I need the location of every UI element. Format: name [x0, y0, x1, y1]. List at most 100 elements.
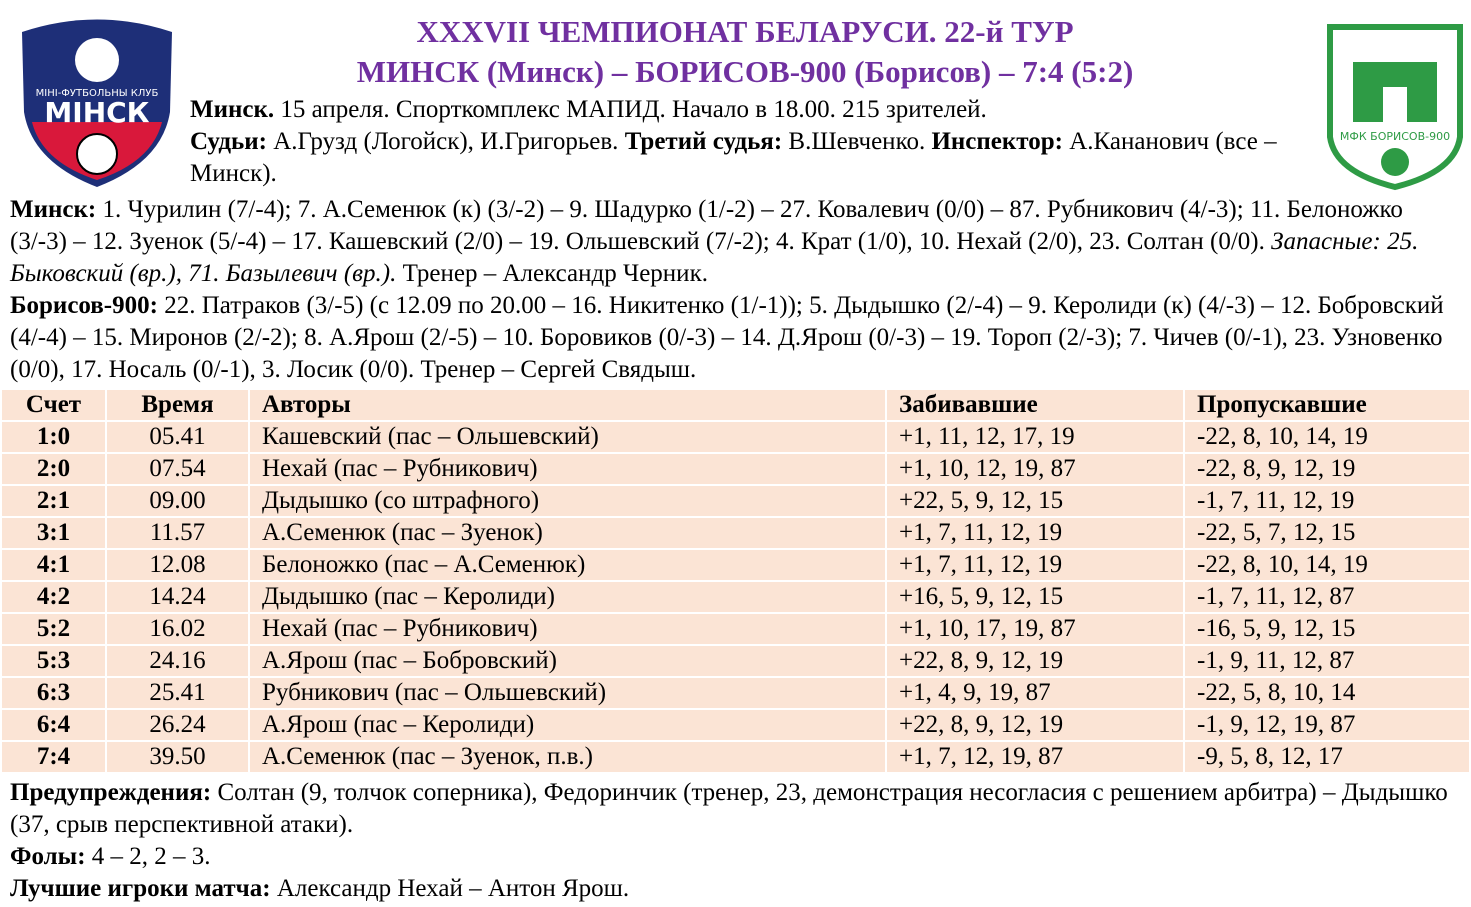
- players: 22. Патраков (3/-5) (с 12.09 по 20.00 – …: [10, 292, 1444, 383]
- goal-row: 6:3 25.41 Рубникович (пас – Ольшевский) +1,…: [0, 676, 1471, 710]
- goal-row: 4:2 14.24 Дыдышко (пас – Керолиди) +16, 5, …: [0, 580, 1471, 614]
- scorer: Дыдышко (пас – Керолиди): [248, 580, 887, 614]
- scorer: Рубникович (пас – Ольшевский): [248, 676, 887, 710]
- scorer: Кашевский (пас – Ольшевский): [248, 420, 887, 454]
- ball: [1381, 148, 1409, 176]
- text: А.Грузд (Логойск), И.Григорьев.: [273, 128, 619, 155]
- scorer: А.Семенюк (пас – Зуенок): [248, 516, 887, 550]
- goals-table: Счет Время Авторы Забивавшие Пропускавшие 1:…: [0, 388, 1471, 774]
- on-court-conceding: -22, 5, 8, 10, 14: [1183, 676, 1471, 710]
- score: 4:1: [0, 548, 107, 582]
- on-court-conceding: -22, 5, 7, 12, 15: [1183, 516, 1471, 550]
- column-header: Пропускавшие: [1183, 388, 1471, 422]
- time: 14.24: [105, 580, 250, 614]
- goal-row: 3:1 11.57 А.Семенюк (пас – Зуенок) +1, 7, 1…: [0, 516, 1471, 550]
- lineups: Минск: 1. Чурилин (7/-4); 7. А.Семенюк (…: [10, 194, 1465, 386]
- time: 12.08: [105, 548, 250, 582]
- on-court-scoring: +1, 7, 12, 19, 87: [885, 740, 1185, 774]
- title: XXXVII ЧЕМПИОНАТ БЕЛАРУСИ. 22-й ТУР: [416, 14, 1074, 49]
- on-court-scoring: +22, 8, 9, 12, 19: [885, 708, 1185, 742]
- text: В.Шевченко.: [788, 128, 926, 155]
- scorer: Дыдышко (со штрафного): [248, 484, 887, 518]
- scorer: А.Семенюк (пас – Зуенок, п.в.): [248, 740, 887, 774]
- footer: Предупреждения: Солтан (9, толчок соперн…: [10, 777, 1465, 905]
- column-header: Авторы: [248, 388, 887, 422]
- scorer: Белоножко (пас – А.Семенюк): [248, 548, 887, 582]
- goal-row: 5:3 24.16 А.Ярош (пас – Бобровский) +22, 8,…: [0, 644, 1471, 678]
- ball: [76, 133, 118, 175]
- fouls: Фолы: 4 – 2, 2 – 3.: [10, 841, 1465, 873]
- on-court-scoring: +16, 5, 9, 12, 15: [885, 580, 1185, 614]
- best-players: Лучшие игроки матча: Александр Нехай – А…: [10, 873, 1465, 905]
- goal-row: 1:0 05.41 Кашевский (пас – Ольшевский) +1, …: [0, 420, 1471, 454]
- goal-row: 2:0 07.54 Нехай (пас – Рубникович) +1, 10, …: [0, 452, 1471, 486]
- time: 24.16: [105, 644, 250, 678]
- score: 5:3: [0, 644, 107, 678]
- on-court-scoring: +1, 7, 11, 12, 19: [885, 516, 1185, 550]
- on-court-scoring: +22, 8, 9, 12, 19: [885, 644, 1185, 678]
- label: Лучшие игроки матча:: [10, 875, 271, 902]
- minsk-logo: МІНІ-ФУТБОЛЬНЫ КЛУБ МІНСК: [22, 19, 172, 187]
- on-court-conceding: -1, 9, 12, 19, 87: [1183, 708, 1471, 742]
- time: 05.41: [105, 420, 250, 454]
- time: 26.24: [105, 708, 250, 742]
- goal-row: 7:4 39.50 А.Семенюк (пас – Зуенок, п.в.) +1…: [0, 740, 1471, 774]
- logo-text: МІНІ-ФУТБОЛЬНЫ КЛУБ: [36, 88, 159, 99]
- on-court-conceding: -1, 7, 11, 12, 87: [1183, 580, 1471, 614]
- on-court-scoring: +22, 5, 9, 12, 15: [885, 484, 1185, 518]
- text: Александр Нехай – Антон Ярош.: [276, 875, 630, 902]
- text: 4 – 2, 2 – 3.: [91, 843, 211, 870]
- on-court-scoring: +1, 10, 12, 19, 87: [885, 452, 1185, 486]
- officials-line: Судьи: А.Грузд (Логойск), И.Григорьев. Т…: [190, 126, 1310, 190]
- on-court-scoring: +1, 4, 9, 19, 87: [885, 676, 1185, 710]
- score: 6:4: [0, 708, 107, 742]
- goal-row: 2:1 09.00 Дыдышко (со штрафного) +22, 5, 9,…: [0, 484, 1471, 518]
- goal-row: 6:4 26.24 А.Ярош (пас – Керолиди) +22, 8, 9…: [0, 708, 1471, 742]
- label: Минск:: [10, 196, 97, 223]
- on-court-scoring: +1, 10, 17, 19, 87: [885, 612, 1185, 646]
- match-info: Минск. 15 апреля. Спорткомплекс МАПИД. Н…: [190, 94, 1310, 190]
- label: Инспектор:: [931, 128, 1063, 155]
- column-header: Время: [105, 388, 250, 422]
- on-court-conceding: -22, 8, 10, 14, 19: [1183, 420, 1471, 454]
- score: 7:4: [0, 740, 107, 774]
- time: 25.41: [105, 676, 250, 710]
- text: Солтан (9, толчок соперника), Федоринчик…: [10, 779, 1448, 838]
- label: Минск.: [190, 96, 275, 123]
- label: Фолы:: [10, 843, 86, 870]
- scorer: Нехай (пас – Рубникович): [248, 612, 887, 646]
- gate: [1383, 87, 1407, 122]
- column-header: Забивавшие: [885, 388, 1185, 422]
- on-court-conceding: -1, 7, 11, 12, 19: [1183, 484, 1471, 518]
- subs: Запасные: 25. Быковский (вр.), 71. Базыл…: [10, 228, 1419, 287]
- scorer: А.Ярош (пас – Бобровский): [248, 644, 887, 678]
- time: 39.50: [105, 740, 250, 774]
- score: 2:1: [0, 484, 107, 518]
- score: 2:0: [0, 452, 107, 486]
- on-court-scoring: +1, 7, 11, 12, 19: [885, 548, 1185, 582]
- on-court-conceding: -22, 8, 9, 12, 19: [1183, 452, 1471, 486]
- header-row: Счет Время Авторы Забивавшие Пропускавшие: [0, 388, 1471, 422]
- goal-row: 5:2 16.02 Нехай (пас – Рубникович) +1, 10, …: [0, 612, 1471, 646]
- time: 07.54: [105, 452, 250, 486]
- scorer: Нехай (пас – Рубникович): [248, 452, 887, 486]
- goal-row: 4:1 12.08 Белоножко (пас – А.Семенюк) +1, 7…: [0, 548, 1471, 582]
- time: 11.57: [105, 516, 250, 550]
- time: 09.00: [105, 484, 250, 518]
- scorer: А.Ярош (пас – Керолиди): [248, 708, 887, 742]
- coach: Тренер – Александр Черник.: [402, 260, 708, 287]
- on-court-scoring: +1, 11, 12, 17, 19: [885, 420, 1185, 454]
- players: 1. Чурилин (7/-4); 7. А.Семенюк (к) (3/-…: [10, 196, 1403, 255]
- label: Судьи:: [190, 128, 267, 155]
- borisov-logo: МФК БОРИСОВ-900: [1327, 24, 1463, 191]
- score: 1:0: [0, 420, 107, 454]
- on-court-conceding: -9, 5, 8, 12, 17: [1183, 740, 1471, 774]
- venue-line: Минск. 15 апреля. Спорткомплекс МАПИД. Н…: [190, 94, 1310, 126]
- text: 15 апреля. Спорткомплекс МАПИД. Начало в…: [280, 96, 987, 123]
- score: 4:2: [0, 580, 107, 614]
- table-body: 1:0 05.41 Кашевский (пас – Ольшевский) +1, …: [0, 420, 1471, 774]
- score: 6:3: [0, 676, 107, 710]
- borisov-lineup: Борисов-900: 22. Патраков (3/-5) (с 12.0…: [10, 290, 1465, 386]
- score: 5:2: [0, 612, 107, 646]
